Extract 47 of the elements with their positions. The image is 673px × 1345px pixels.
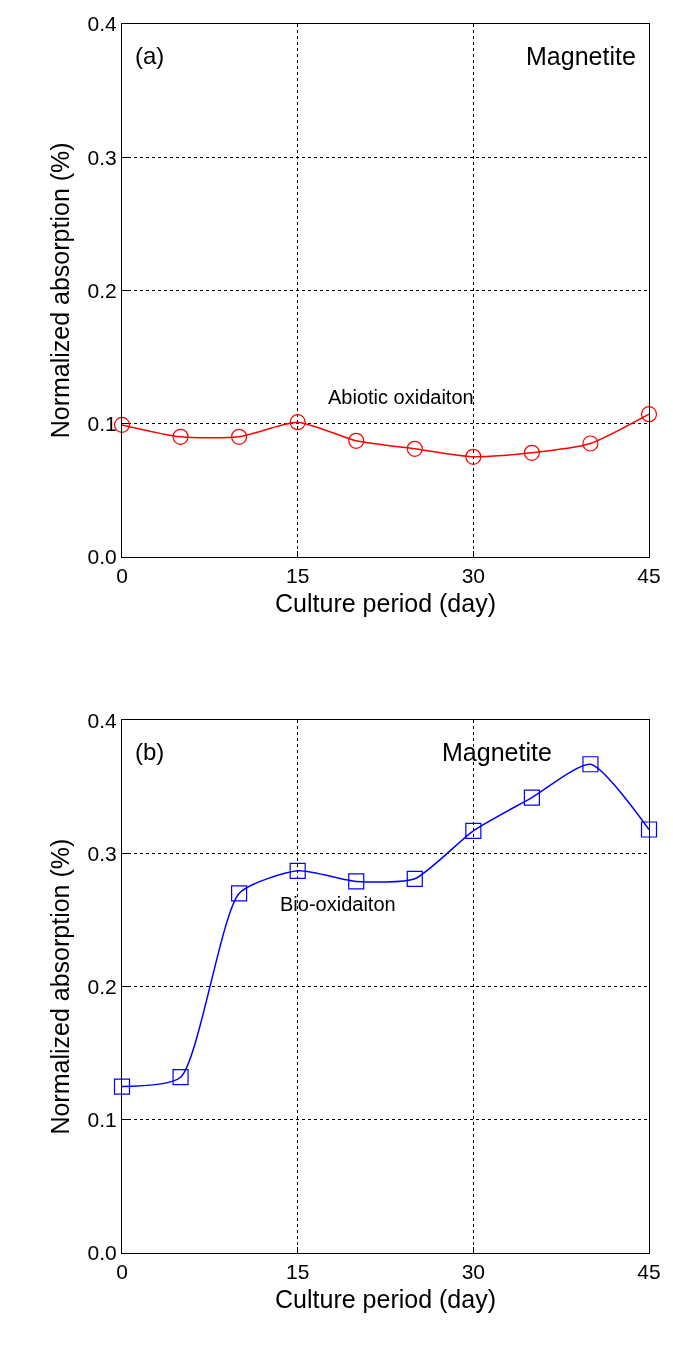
y-tick-label: 0.1 <box>87 1108 117 1132</box>
x-tick-label: 15 <box>285 1260 310 1284</box>
y-tick-label: 0.3 <box>87 145 117 169</box>
x-axis-title: Culture period (day) <box>275 588 496 617</box>
y-tick-label: 0.4 <box>87 708 118 732</box>
point <box>582 435 599 452</box>
annotation: Magnetite <box>526 42 636 70</box>
x-tick-label: 30 <box>461 1260 486 1284</box>
x-tick-label: 15 <box>285 563 310 587</box>
y-tick-label: 0.4 <box>87 12 118 36</box>
annotation: (b) <box>135 738 165 765</box>
y-tick-label: 0.0 <box>87 1241 117 1265</box>
y-tick-label: 0.3 <box>87 841 117 865</box>
x-axis-title: Culture period (day) <box>275 1285 496 1314</box>
y-tick-label: 0.2 <box>87 975 117 998</box>
point <box>640 406 658 423</box>
point <box>406 440 423 457</box>
annotation: (a) <box>135 42 165 69</box>
y-tick-label: 0.0 <box>87 545 117 569</box>
point <box>640 821 658 838</box>
annotation: Bio-oxidaiton <box>280 893 396 915</box>
point <box>172 428 189 445</box>
x-tick-label: 0 <box>116 563 128 587</box>
y-tick-label: 0.2 <box>87 278 117 302</box>
point <box>289 862 306 879</box>
annotation: Magnetite <box>442 738 552 766</box>
point <box>406 870 423 887</box>
annotation: Abiotic oxidaiton <box>328 386 474 408</box>
y-tick-label: 0.1 <box>87 411 117 435</box>
point <box>289 414 306 431</box>
y-axis-title: Normalized absorption (%) <box>46 838 75 1135</box>
point <box>348 432 365 449</box>
point <box>231 885 248 902</box>
point <box>523 444 540 461</box>
x-tick-label: 30 <box>461 563 486 587</box>
point <box>348 873 365 890</box>
point <box>231 428 248 445</box>
x-tick-label: 45 <box>637 1260 661 1284</box>
x-tick-label: 45 <box>637 563 661 587</box>
point <box>465 448 482 465</box>
point <box>582 756 599 773</box>
y-axis-title: Normalized absorption (%) <box>46 142 75 439</box>
point <box>465 822 482 839</box>
point <box>172 1069 189 1086</box>
x-tick-label: 0 <box>116 1260 128 1284</box>
point <box>113 1078 131 1095</box>
point <box>523 789 540 806</box>
